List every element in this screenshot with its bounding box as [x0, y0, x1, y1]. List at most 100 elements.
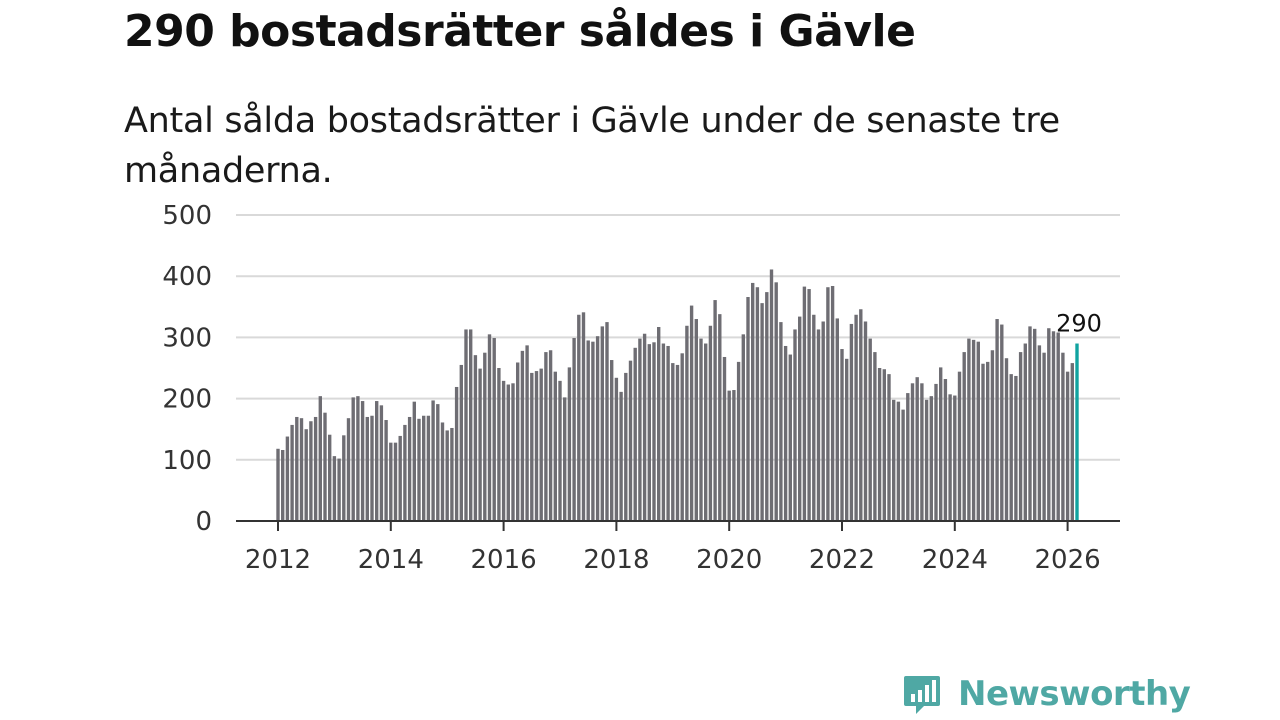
bar	[755, 287, 760, 521]
bar	[539, 368, 543, 521]
x-tick-label: 2014	[358, 545, 424, 575]
bar	[1018, 352, 1023, 521]
bar	[765, 292, 769, 521]
bar	[981, 363, 985, 521]
bar	[652, 342, 656, 521]
bar	[375, 401, 379, 521]
bar	[454, 386, 459, 521]
bar	[671, 363, 675, 521]
bar	[393, 442, 398, 521]
bar	[323, 412, 327, 521]
bar	[520, 350, 525, 521]
bar	[487, 334, 492, 521]
bar	[1033, 328, 1037, 521]
bar	[563, 397, 567, 521]
bar	[699, 338, 703, 521]
bar	[445, 430, 449, 521]
bar	[1028, 326, 1032, 521]
bar	[464, 329, 468, 521]
bar	[544, 352, 548, 521]
bar	[986, 361, 990, 521]
bar	[1061, 352, 1065, 521]
bar	[304, 429, 308, 521]
bar	[788, 354, 792, 521]
bars	[276, 269, 1079, 521]
x-tick-label: 2012	[245, 545, 311, 575]
bar	[741, 334, 745, 521]
bar	[915, 377, 919, 521]
bar	[567, 367, 572, 521]
bar	[666, 345, 670, 521]
bar	[647, 344, 651, 521]
bar	[412, 401, 416, 521]
bar	[736, 361, 741, 521]
bar	[694, 319, 698, 521]
bar	[1065, 371, 1070, 521]
bar	[840, 349, 844, 521]
bar	[746, 297, 750, 521]
bar	[1000, 324, 1004, 521]
bar	[939, 367, 943, 521]
x-tick-label: 2020	[696, 545, 762, 575]
bar	[403, 424, 407, 521]
chart-subtitle: Antal sålda bostadsrätter i Gävle under …	[124, 101, 1060, 191]
bar	[586, 340, 590, 521]
bar	[605, 322, 609, 521]
bar	[821, 321, 825, 521]
newsworthy-logo: Newsworthy	[902, 670, 1191, 718]
y-tick-label: 400	[162, 262, 212, 292]
bar	[1014, 375, 1018, 521]
bar	[783, 345, 788, 521]
x-tick-label: 2016	[471, 545, 537, 575]
bar	[473, 355, 478, 521]
bar	[525, 345, 529, 521]
bar	[483, 352, 487, 521]
bar	[943, 379, 948, 521]
bar	[450, 427, 454, 521]
bar	[718, 314, 722, 521]
x-tick-label: 2024	[922, 545, 988, 575]
bar	[826, 287, 830, 521]
bar	[845, 358, 849, 521]
bar	[492, 338, 496, 521]
bar	[920, 383, 924, 521]
bar	[1023, 343, 1027, 521]
x-axis-labels: 2012 2014 2016 2018 2020 2022 2024 2026	[245, 521, 1101, 575]
bar	[816, 329, 821, 521]
bar	[516, 362, 520, 521]
bar	[1042, 352, 1046, 521]
bar	[548, 350, 553, 521]
bar	[877, 368, 882, 521]
bar	[351, 397, 355, 521]
bar	[295, 416, 299, 521]
bar	[398, 435, 402, 521]
x-tick-label: 2018	[583, 545, 649, 575]
bar	[910, 383, 915, 521]
bar	[360, 401, 365, 521]
bar	[440, 422, 445, 521]
bar	[1056, 332, 1060, 521]
bar	[417, 418, 421, 521]
bar	[807, 289, 811, 521]
bar	[887, 374, 891, 521]
bar	[967, 338, 971, 521]
bar	[798, 316, 802, 521]
bar	[422, 415, 426, 521]
annotations: 290	[1056, 310, 1102, 338]
bar	[534, 371, 539, 521]
brand-name: Newsworthy	[958, 674, 1191, 714]
bar	[976, 341, 980, 521]
bar	[299, 418, 304, 521]
bar	[882, 369, 886, 521]
bar	[501, 380, 506, 521]
bar	[990, 350, 995, 521]
bar	[285, 436, 290, 521]
bar	[802, 286, 807, 521]
bar	[657, 327, 661, 521]
bar	[704, 343, 708, 521]
bar	[642, 333, 647, 521]
bar	[1037, 345, 1042, 521]
bar	[426, 415, 431, 521]
x-tick-label: 2022	[809, 545, 875, 575]
bar	[553, 371, 557, 521]
